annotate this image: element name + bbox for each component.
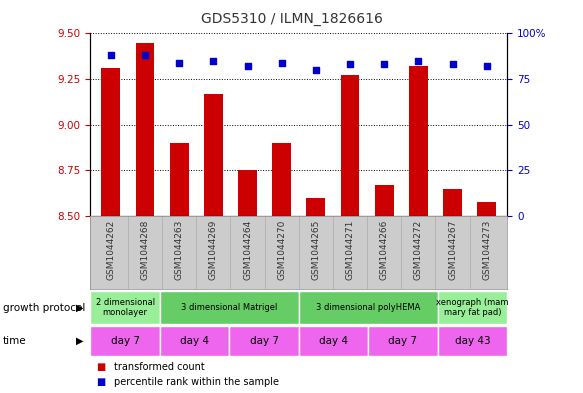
Text: 3 dimensional Matrigel: 3 dimensional Matrigel <box>181 303 278 312</box>
Point <box>414 58 423 64</box>
Text: time: time <box>3 336 27 346</box>
Text: GSM1044263: GSM1044263 <box>175 220 184 280</box>
Bar <box>204 94 223 216</box>
Text: GSM1044262: GSM1044262 <box>106 220 115 280</box>
Bar <box>438 291 507 324</box>
Bar <box>409 66 428 216</box>
Point <box>277 59 286 66</box>
Text: GSM1044265: GSM1044265 <box>311 220 321 280</box>
Bar <box>368 326 438 356</box>
Text: growth protocol: growth protocol <box>3 303 85 312</box>
Text: ▶: ▶ <box>76 336 83 346</box>
Text: day 4: day 4 <box>319 336 348 346</box>
Bar <box>229 326 299 356</box>
Text: day 7: day 7 <box>111 336 139 346</box>
Bar <box>101 68 120 216</box>
Bar <box>90 326 160 356</box>
Text: ■: ■ <box>96 362 106 372</box>
Bar <box>170 143 188 216</box>
Bar <box>298 291 438 324</box>
Bar <box>160 291 298 324</box>
Text: day 43: day 43 <box>455 336 490 346</box>
Text: GSM1044271: GSM1044271 <box>346 220 354 280</box>
Text: day 4: day 4 <box>180 336 209 346</box>
Bar <box>375 185 394 216</box>
Text: GSM1044267: GSM1044267 <box>448 220 457 280</box>
Text: day 7: day 7 <box>388 336 417 346</box>
Text: GSM1044266: GSM1044266 <box>380 220 389 280</box>
Point <box>482 63 491 70</box>
Bar <box>238 171 257 216</box>
Point <box>141 52 150 59</box>
Point <box>243 63 252 70</box>
Text: GSM1044264: GSM1044264 <box>243 220 252 280</box>
Point <box>380 61 389 68</box>
Point <box>311 67 321 73</box>
Point <box>106 52 115 59</box>
Text: GSM1044273: GSM1044273 <box>482 220 491 280</box>
Bar <box>443 189 462 216</box>
Bar <box>298 326 368 356</box>
Point <box>448 61 457 68</box>
Text: GSM1044270: GSM1044270 <box>277 220 286 280</box>
Text: transformed count: transformed count <box>114 362 205 372</box>
Point <box>174 59 184 66</box>
Bar <box>477 202 496 216</box>
Bar <box>438 326 507 356</box>
Bar <box>160 326 229 356</box>
Text: GSM1044268: GSM1044268 <box>141 220 149 280</box>
Bar <box>136 42 154 216</box>
Bar <box>307 198 325 216</box>
Text: day 7: day 7 <box>250 336 279 346</box>
Text: percentile rank within the sample: percentile rank within the sample <box>114 376 279 387</box>
Point <box>209 58 218 64</box>
Text: GSM1044269: GSM1044269 <box>209 220 218 280</box>
Text: GDS5310 / ILMN_1826616: GDS5310 / ILMN_1826616 <box>201 12 382 26</box>
Bar <box>272 143 291 216</box>
Text: ■: ■ <box>96 376 106 387</box>
Bar <box>340 75 360 216</box>
Point <box>345 61 354 68</box>
Text: ▶: ▶ <box>76 303 83 312</box>
Text: 3 dimensional polyHEMA: 3 dimensional polyHEMA <box>316 303 420 312</box>
Text: GSM1044272: GSM1044272 <box>414 220 423 280</box>
Bar <box>90 291 160 324</box>
Text: 2 dimensional
monolayer: 2 dimensional monolayer <box>96 298 154 317</box>
Text: xenograph (mam
mary fat pad): xenograph (mam mary fat pad) <box>436 298 509 317</box>
